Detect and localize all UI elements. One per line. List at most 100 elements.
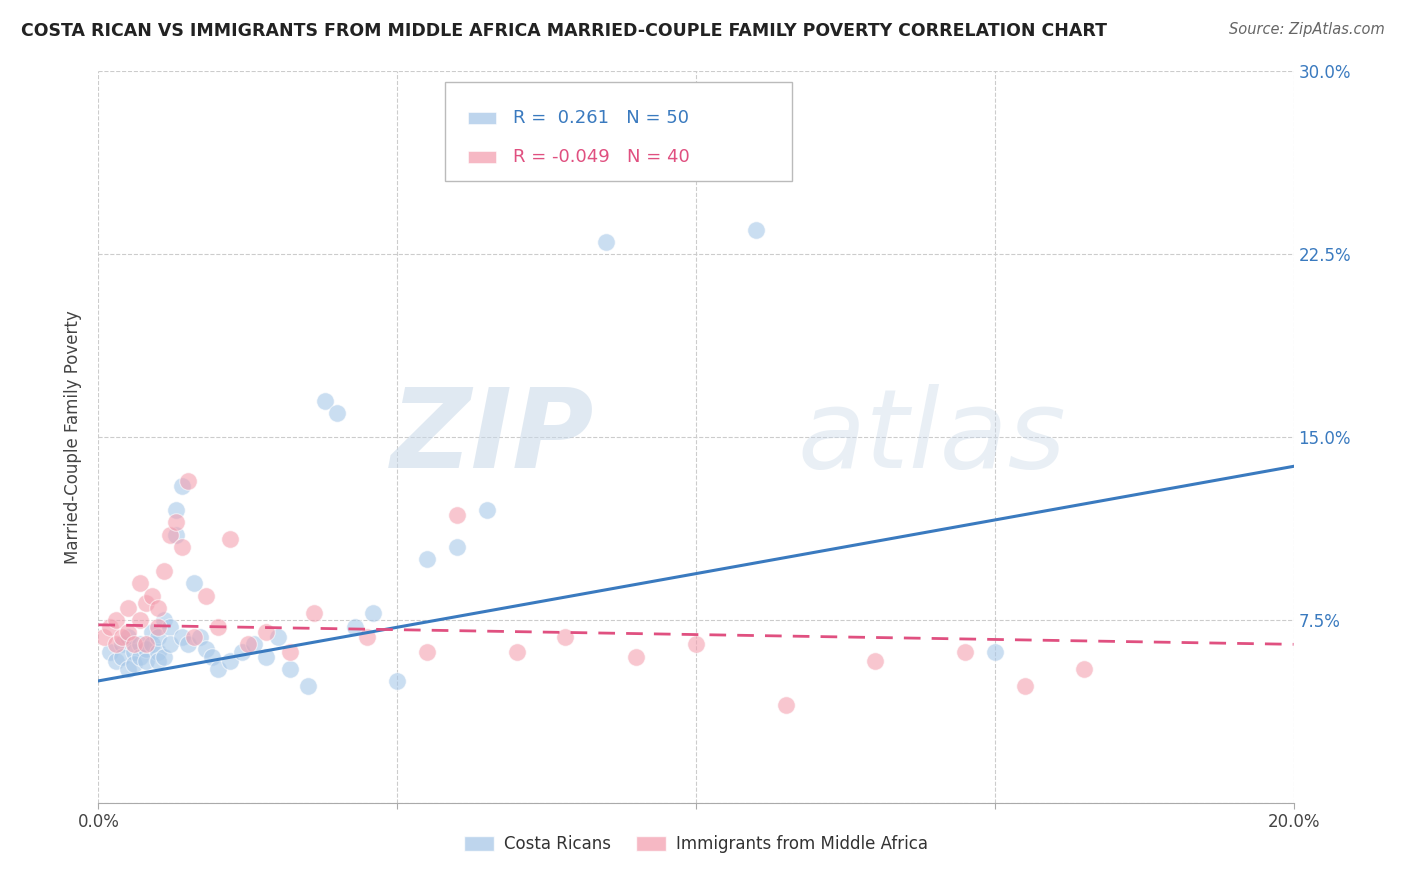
Point — [141, 625, 163, 640]
Point — [195, 642, 218, 657]
Point — [326, 406, 349, 420]
Point — [117, 630, 139, 644]
Point — [141, 637, 163, 651]
Point — [231, 645, 253, 659]
Point — [315, 393, 337, 408]
Point — [153, 613, 176, 627]
Point — [135, 596, 157, 610]
Point — [865, 654, 887, 668]
Point — [153, 564, 176, 578]
Point — [159, 620, 181, 634]
Point — [148, 630, 170, 644]
Y-axis label: Married-Couple Family Poverty: Married-Couple Family Poverty — [63, 310, 82, 564]
Point — [135, 642, 157, 657]
Point — [254, 649, 277, 664]
Point — [1014, 679, 1036, 693]
Text: COSTA RICAN VS IMMIGRANTS FROM MIDDLE AFRICA MARRIED-COUPLE FAMILY POVERTY CORRE: COSTA RICAN VS IMMIGRANTS FROM MIDDLE AF… — [21, 22, 1107, 40]
Point — [344, 620, 367, 634]
Point — [243, 637, 266, 651]
Point — [446, 540, 468, 554]
Point — [385, 673, 409, 688]
Point — [165, 516, 187, 530]
Point — [141, 589, 163, 603]
Point — [129, 637, 152, 651]
Bar — [468, 152, 496, 163]
Point — [129, 649, 152, 664]
Point — [98, 620, 122, 634]
Text: ZIP: ZIP — [391, 384, 595, 491]
Point — [297, 679, 319, 693]
Text: R = -0.049   N = 40: R = -0.049 N = 40 — [513, 148, 690, 166]
Point — [111, 649, 134, 664]
Point — [775, 698, 797, 713]
Point — [188, 630, 211, 644]
Point — [105, 637, 128, 651]
Point — [111, 630, 134, 644]
Point — [124, 645, 146, 659]
Point — [554, 630, 576, 644]
Point — [745, 223, 768, 237]
Text: R =  0.261   N = 50: R = 0.261 N = 50 — [513, 109, 689, 127]
Point — [201, 649, 224, 664]
Text: Source: ZipAtlas.com: Source: ZipAtlas.com — [1229, 22, 1385, 37]
Point — [129, 576, 152, 591]
Point — [148, 645, 170, 659]
Point — [219, 654, 242, 668]
Point — [953, 645, 976, 659]
Point — [129, 613, 152, 627]
Point — [165, 527, 187, 541]
Point — [117, 662, 139, 676]
Point — [172, 630, 194, 644]
Point — [117, 600, 139, 615]
Legend: Costa Ricans, Immigrants from Middle Africa: Costa Ricans, Immigrants from Middle Afr… — [464, 835, 928, 853]
Point — [363, 606, 385, 620]
Point — [356, 630, 378, 644]
Point — [517, 113, 540, 128]
Point — [135, 637, 157, 651]
Point — [153, 649, 176, 664]
Point — [195, 589, 218, 603]
Point — [111, 637, 134, 651]
Point — [506, 645, 529, 659]
Point — [236, 637, 259, 651]
Point — [475, 503, 498, 517]
Point — [278, 645, 301, 659]
Point — [254, 625, 277, 640]
Point — [183, 576, 205, 591]
Point — [124, 637, 146, 651]
Point — [165, 503, 187, 517]
Point — [105, 613, 128, 627]
Point — [177, 637, 200, 651]
Point — [302, 606, 325, 620]
Point — [626, 649, 648, 664]
Point — [135, 654, 157, 668]
Point — [105, 654, 128, 668]
Point — [416, 645, 439, 659]
Point — [1073, 662, 1095, 676]
Point — [148, 654, 170, 668]
Point — [219, 533, 242, 547]
Point — [278, 662, 301, 676]
FancyBboxPatch shape — [446, 82, 792, 181]
Point — [172, 479, 194, 493]
Point — [183, 630, 205, 644]
Point — [172, 540, 194, 554]
Point — [267, 630, 290, 644]
Text: atlas: atlas — [797, 384, 1066, 491]
Point — [207, 620, 229, 634]
Point — [93, 630, 115, 644]
Point — [984, 645, 1007, 659]
Point — [117, 625, 139, 640]
Point — [124, 657, 146, 671]
Bar — [468, 112, 496, 124]
Point — [446, 508, 468, 522]
Point — [685, 637, 707, 651]
Point — [177, 474, 200, 488]
Point — [148, 620, 170, 634]
Point — [148, 600, 170, 615]
Point — [159, 637, 181, 651]
Point — [98, 645, 122, 659]
Point — [207, 662, 229, 676]
Point — [416, 552, 439, 566]
Point — [595, 235, 617, 249]
